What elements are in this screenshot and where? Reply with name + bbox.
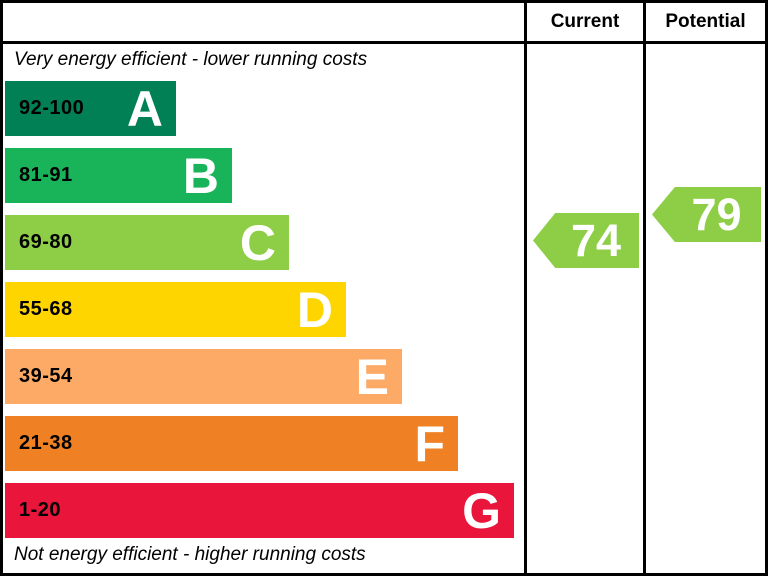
- band-letter: D: [296, 281, 333, 338]
- rating-band: 69-80 C: [5, 215, 289, 270]
- potential-column-divider: [643, 3, 646, 573]
- current-rating-arrow: 74: [533, 213, 639, 268]
- band-range-label: 81-91: [19, 164, 73, 186]
- header-divider: [3, 41, 765, 44]
- potential-rating-value: 79: [691, 189, 742, 240]
- current-column-header: Current: [550, 11, 620, 32]
- band-range-label: 92-100: [19, 97, 85, 119]
- band-range-label: 39-54: [19, 365, 73, 387]
- band-letter: B: [182, 147, 219, 204]
- rating-band: 81-91 B: [5, 148, 232, 203]
- rating-band: 55-68 D: [5, 282, 346, 337]
- current-column-divider: [524, 3, 527, 573]
- rating-band: 1-20 G: [5, 483, 514, 538]
- rating-band: 39-54 E: [5, 349, 402, 404]
- rating-band: 92-100 A: [5, 81, 176, 136]
- band-letter: F: [414, 415, 445, 472]
- band-range-label: 1-20: [19, 499, 62, 521]
- potential-rating-arrow: 79: [652, 187, 761, 242]
- band-range-label: 55-68: [19, 298, 73, 320]
- top-note: Very energy efficient - lower running co…: [14, 49, 368, 70]
- band-letter: G: [462, 482, 501, 539]
- bottom-note: Not energy efficient - higher running co…: [14, 544, 366, 565]
- rating-bands: 92-100 A 81-91 B 69-80 C 55-68 D 39-54 E…: [5, 81, 514, 550]
- band-letter: E: [355, 348, 389, 405]
- current-rating-value: 74: [570, 215, 622, 266]
- potential-column-header: Potential: [665, 11, 746, 32]
- band-range-label: 21-38: [19, 432, 73, 454]
- band-range-label: 69-80: [19, 231, 73, 253]
- band-letter: A: [126, 80, 163, 137]
- rating-band: 21-38 F: [5, 416, 458, 471]
- band-letter: C: [239, 214, 276, 271]
